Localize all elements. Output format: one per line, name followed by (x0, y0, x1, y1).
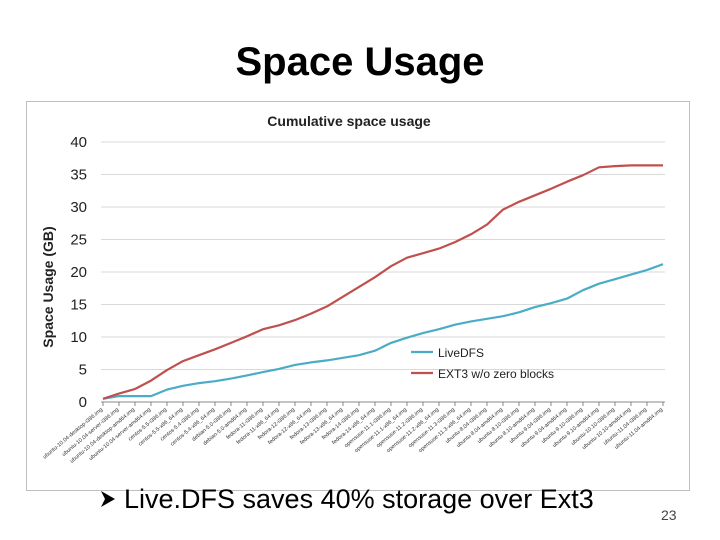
chart-title: Cumulative space usage (267, 113, 431, 129)
arrow-bullet-icon (100, 484, 116, 515)
bullet-text: Live.DFS saves 40% storage over Ext3 (124, 484, 594, 514)
y-tick-label: 20 (70, 264, 87, 281)
y-tick-label: 35 (70, 167, 87, 184)
gridlines (101, 141, 665, 370)
y-tick-label: 5 (79, 362, 87, 379)
chart-legend: LiveDFS EXT3 w/o zero blocks (411, 346, 554, 381)
y-tick-label: 15 (70, 297, 87, 314)
series-line-1 (102, 164, 663, 400)
y-tick-labels: 0 5 10 15 20 25 30 35 40 (70, 134, 87, 411)
legend-label: LiveDFS (438, 346, 484, 360)
bullet-point: Live.DFS saves 40% storage over Ext3 (100, 484, 594, 515)
y-tick-label: 10 (70, 329, 87, 346)
x-tick-label: ubuntu-10.04-desktop-amd64.img (69, 407, 136, 465)
line-chart: Cumulative space usage Space Usage (GB) … (40, 113, 665, 465)
series-lines (102, 164, 664, 400)
legend-label: EXT3 w/o zero blocks (438, 367, 554, 381)
page-number: 23 (661, 507, 677, 523)
series-line-0 (102, 263, 664, 400)
y-axis-label: Space Usage (GB) (40, 226, 56, 347)
chart-container: Cumulative space usage Space Usage (GB) … (26, 101, 690, 491)
y-tick-label: 40 (70, 134, 87, 151)
x-tick-labels: ubuntu-10.04-desktop-i386.imgubuntu-10.0… (42, 402, 664, 465)
y-tick-label: 0 (79, 394, 87, 411)
y-tick-label: 30 (70, 199, 87, 216)
y-tick-label: 25 (70, 232, 87, 249)
slide-title: Space Usage (235, 40, 485, 84)
